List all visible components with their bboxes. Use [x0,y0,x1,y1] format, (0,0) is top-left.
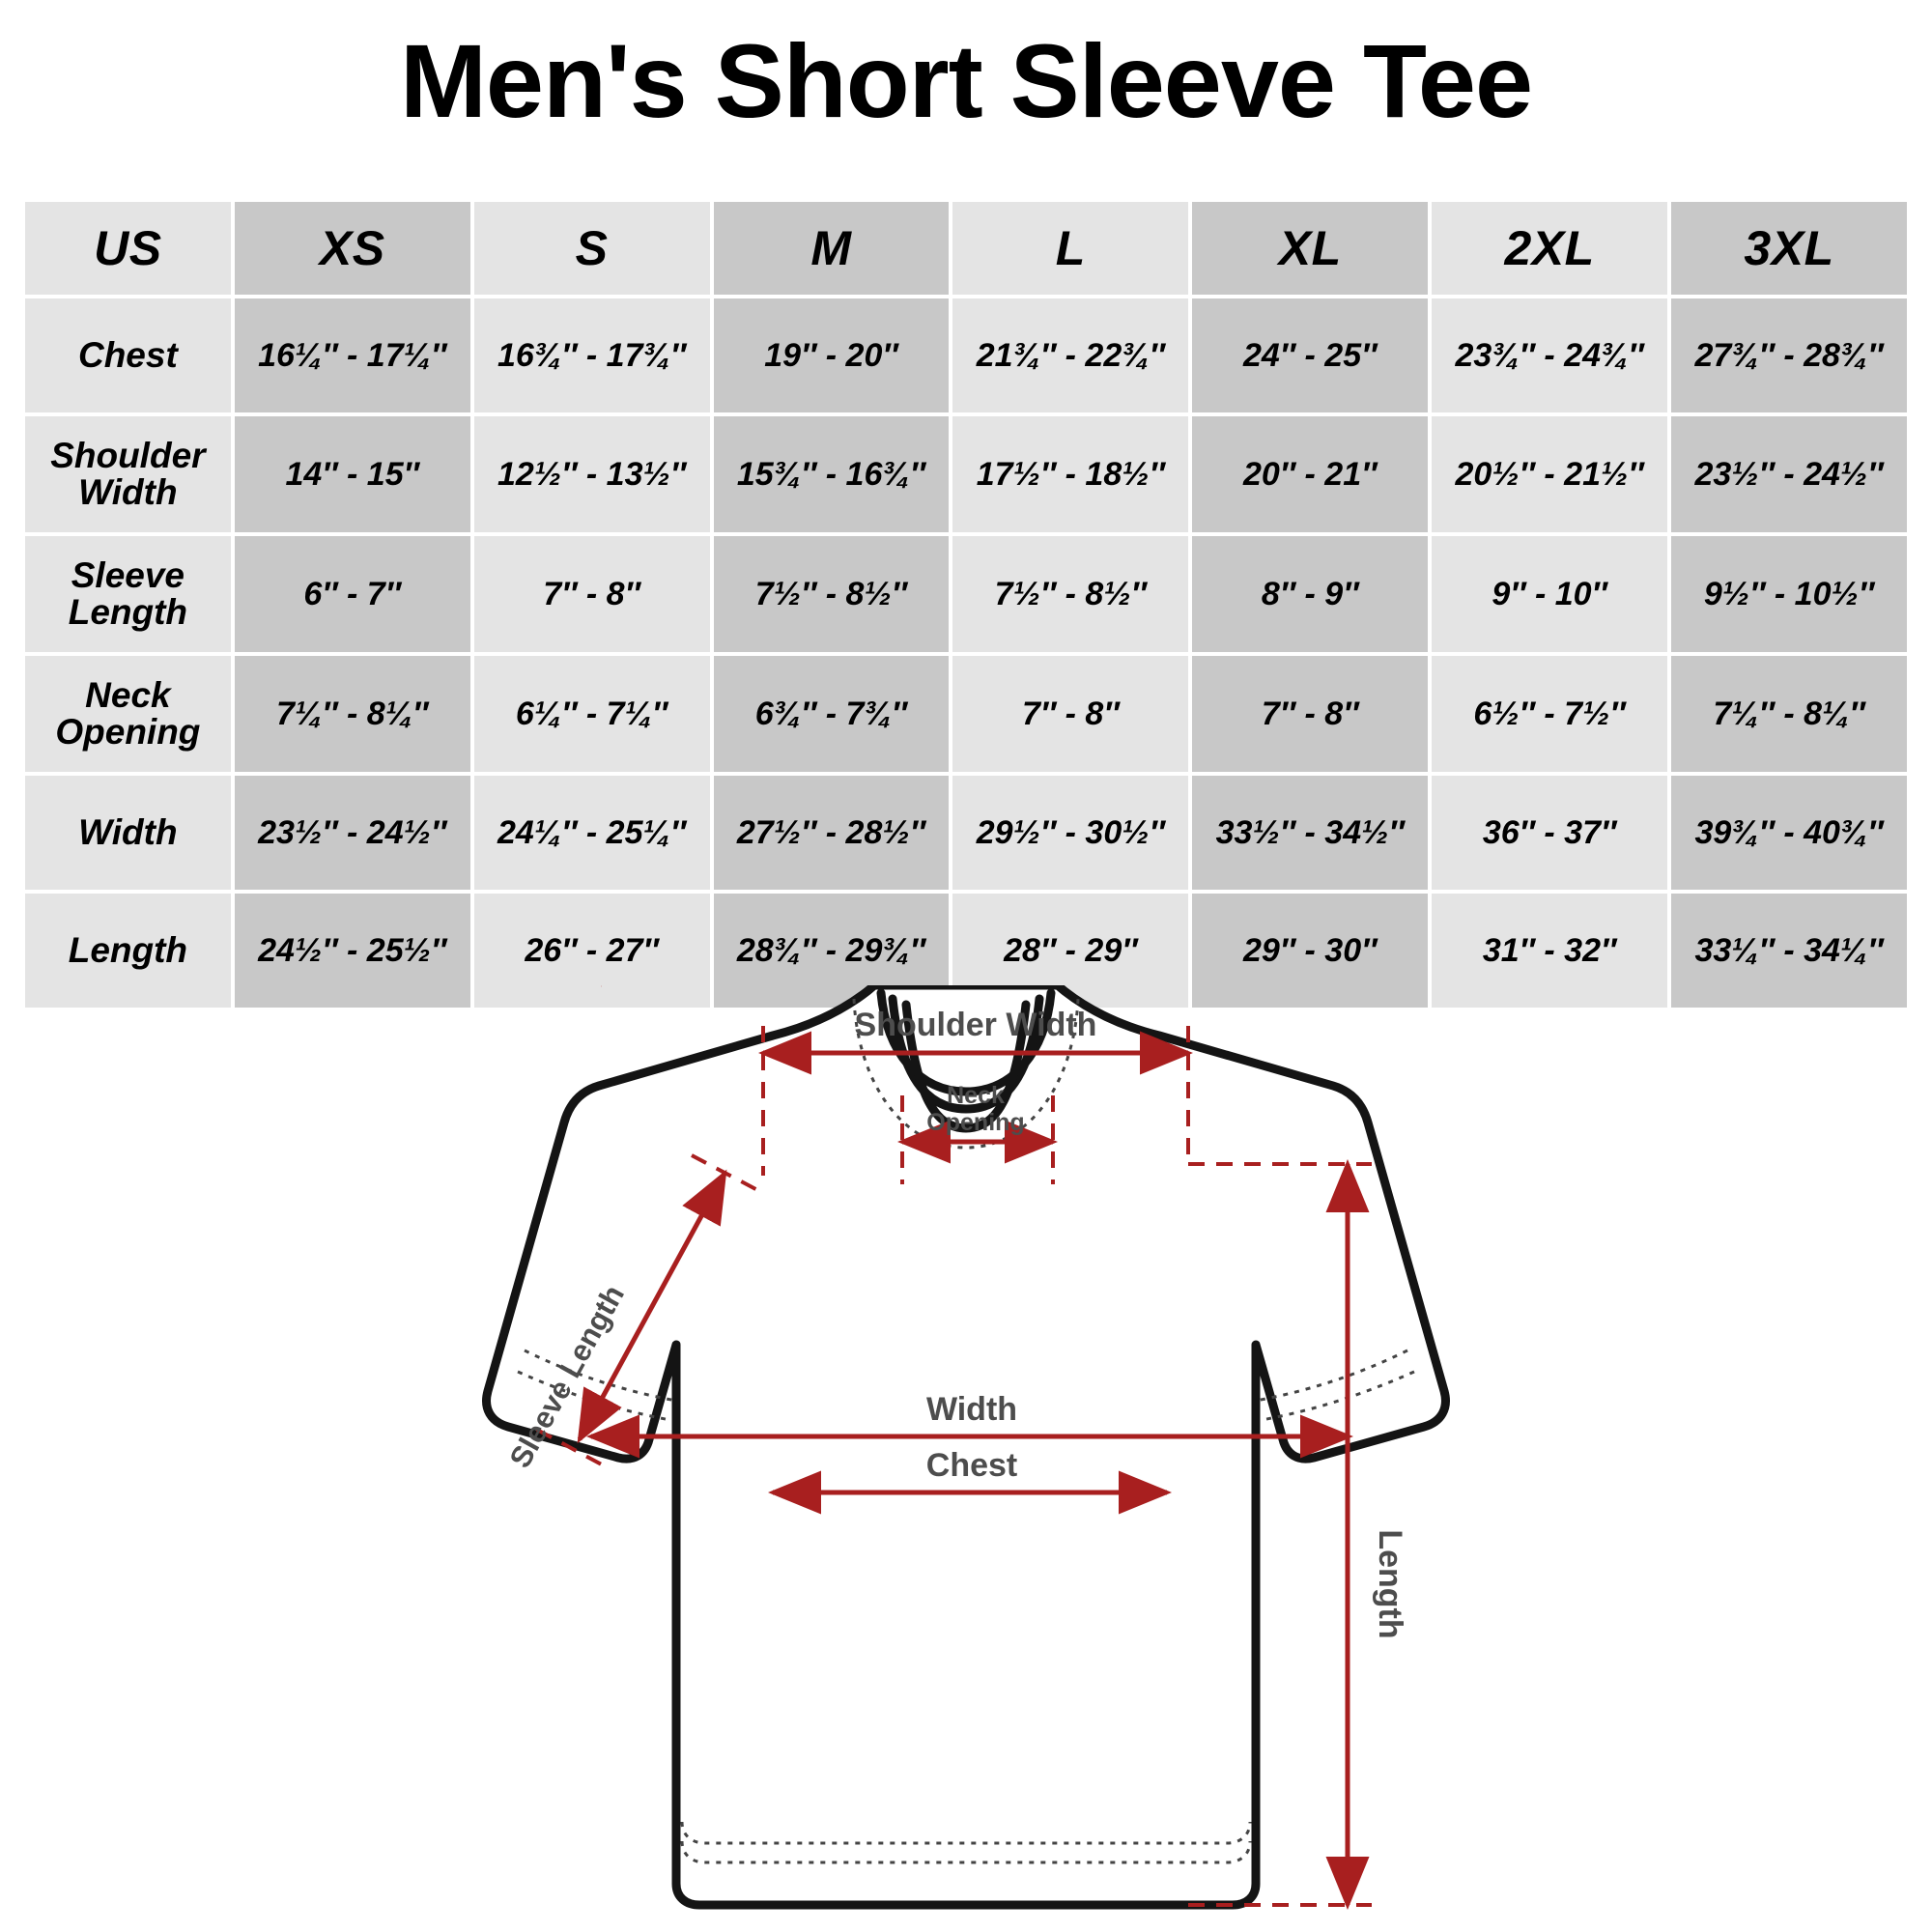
header-cell-xl: XL [1192,202,1429,295]
size-chart-table: US XS S M L XL 2XL 3XL Chest 16¼″ - 17¼″… [21,198,1911,1011]
cell-neck-opening-2xl: 6½″ - 7½″ [1432,656,1668,772]
cell-sleeve-length-l: 7½″ - 8½″ [952,536,1189,652]
header-cell-2xl: 2XL [1432,202,1668,295]
header-cell-us: US [25,202,231,295]
cell-shoulder-width-xs: 14″ - 15″ [234,416,470,532]
cell-length-m: 28¾″ - 29¾″ [713,894,950,1008]
cell-sleeve-length-xl: 8″ - 9″ [1192,536,1429,652]
cell-chest-l: 21¾″ - 22¾″ [952,298,1189,412]
row-label-chest: Chest [25,298,231,412]
cell-neck-opening-3xl: 7¼″ - 8¼″ [1671,656,1907,772]
cell-length-xl: 29″ - 30″ [1192,894,1429,1008]
header-cell-3xl: 3XL [1671,202,1907,295]
cell-neck-opening-l: 7″ - 8″ [952,656,1189,772]
cell-shoulder-width-3xl: 23½″ - 24½″ [1671,416,1907,532]
measurement-diagram [0,985,1932,1932]
row-label-line2: Width [78,472,178,512]
row-label-line1: Neck [85,675,171,716]
header-cell-xs: XS [234,202,470,295]
row-label-neck-opening: Neck Opening [25,656,231,772]
cell-neck-opening-s: 6¼″ - 7¼″ [473,656,710,772]
cell-chest-3xl: 27¾″ - 28¾″ [1671,298,1907,412]
table-row-length: Length 24½″ - 25½″ 26″ - 27″ 28¾″ - 29¾″… [25,894,1907,1008]
cell-sleeve-length-m: 7½″ - 8½″ [713,536,950,652]
cell-neck-opening-m: 6¾″ - 7¾″ [713,656,950,772]
cell-sleeve-length-s: 7″ - 8″ [473,536,710,652]
cell-shoulder-width-l: 17½″ - 18½″ [952,416,1189,532]
header-cell-s: S [473,202,710,295]
cell-length-2xl: 31″ - 32″ [1432,894,1668,1008]
cell-shoulder-width-s: 12½″ - 13½″ [473,416,710,532]
cell-chest-m: 19″ - 20″ [713,298,950,412]
bottom-hem-stitching [680,1821,1252,1864]
cell-shoulder-width-xl: 20″ - 21″ [1192,416,1429,532]
row-label-line2: Opening [55,712,201,752]
cell-width-xl: 33½″ - 34½″ [1192,776,1429,890]
cell-width-l: 29½″ - 30½″ [952,776,1189,890]
table-row-sleeve-length: Sleeve Length 6″ - 7″ 7″ - 8″ 7½″ - 8½″ … [25,536,1907,652]
cell-width-2xl: 36″ - 37″ [1432,776,1668,890]
row-label-line1: Shoulder [50,436,206,476]
cell-length-s: 26″ - 27″ [473,894,710,1008]
cell-sleeve-length-2xl: 9″ - 10″ [1432,536,1668,652]
row-label-shoulder-width: Shoulder Width [25,416,231,532]
cell-width-s: 24¼″ - 25¼″ [473,776,710,890]
cell-neck-opening-xl: 7″ - 8″ [1192,656,1429,772]
row-label-line2: Length [68,592,188,632]
cell-chest-s: 16¾″ - 17¾″ [473,298,710,412]
table-row-chest: Chest 16¼″ - 17¼″ 16¾″ - 17¾″ 19″ - 20″ … [25,298,1907,412]
table-row-width: Width 23½″ - 24½″ 24¼″ - 25¼″ 27½″ - 28½… [25,776,1907,890]
header-cell-m: M [713,202,950,295]
row-label-length: Length [25,894,231,1008]
cell-width-m: 27½″ - 28½″ [713,776,950,890]
cell-sleeve-length-xs: 6″ - 7″ [234,536,470,652]
cell-length-xs: 24½″ - 25½″ [234,894,470,1008]
cell-width-xs: 23½″ - 24½″ [234,776,470,890]
page-title: Men's Short Sleeve Tee [399,22,1533,139]
row-label-width: Width [25,776,231,890]
table-row-neck-opening: Neck Opening 7¼″ - 8¼″ 6¼″ - 7¼″ 6¾″ - 7… [25,656,1907,772]
cell-shoulder-width-m: 15¾″ - 16¾″ [713,416,950,532]
cell-shoulder-width-2xl: 20½″ - 21½″ [1432,416,1668,532]
row-label-sleeve-length: Sleeve Length [25,536,231,652]
cell-width-3xl: 39¾″ - 40¾″ [1671,776,1907,890]
table-header-row: US XS S M L XL 2XL 3XL [25,202,1907,295]
row-label-line1: Sleeve [71,555,185,596]
cell-sleeve-length-3xl: 9½″ - 10½″ [1671,536,1907,652]
cell-chest-2xl: 23¾″ - 24¾″ [1432,298,1668,412]
table-row-shoulder-width: Shoulder Width 14″ - 15″ 12½″ - 13½″ 15¾… [25,416,1907,532]
cell-length-3xl: 33¼″ - 34¼″ [1671,894,1907,1008]
cell-neck-opening-xs: 7¼″ - 8¼″ [234,656,470,772]
cell-chest-xs: 16¼″ - 17¼″ [234,298,470,412]
cell-chest-xl: 24″ - 25″ [1192,298,1429,412]
header-cell-l: L [952,202,1189,295]
